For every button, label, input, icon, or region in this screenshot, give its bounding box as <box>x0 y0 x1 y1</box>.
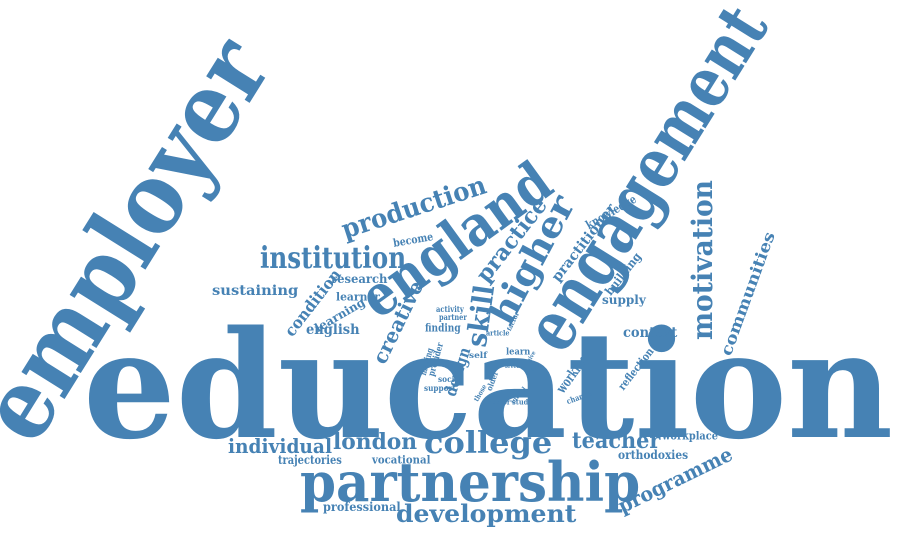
word-level: level <box>505 363 519 370</box>
word-supply: supply <box>602 293 646 307</box>
word-partner: partner <box>439 312 467 322</box>
word-vocational: vocational <box>372 453 431 467</box>
word-sector: sector <box>488 397 511 407</box>
word-learn: learn <box>506 347 531 358</box>
word-education: education <box>83 298 894 472</box>
word-trajectories: trajectories <box>278 453 342 467</box>
word-finding: finding <box>425 321 461 335</box>
word-college: college <box>424 426 553 461</box>
word-institution: institution <box>260 241 407 276</box>
word-self: self <box>469 350 488 360</box>
word-activity: activity <box>436 304 464 314</box>
word-teacher: teacher <box>572 428 661 454</box>
word-partnership: partnership <box>300 450 641 514</box>
word-article: article <box>486 328 510 338</box>
word-learner: learner <box>336 290 380 304</box>
word-professional: professional <box>323 500 401 514</box>
word-context: context <box>623 325 678 341</box>
word-research: research <box>331 272 388 286</box>
word-individual: individual <box>228 434 333 458</box>
word-study: study <box>512 397 533 407</box>
word-skill: skill <box>459 282 502 349</box>
word-english: english <box>306 322 360 338</box>
word-support: support <box>424 383 456 393</box>
word-motivation: motivation <box>686 180 719 340</box>
word-london: london <box>333 429 418 455</box>
word-workplace: workplace <box>662 429 718 443</box>
word-orthodoxies: orthodoxies <box>618 448 689 462</box>
word-social: social <box>438 374 462 384</box>
word-development: development <box>396 499 577 528</box>
word-sustaining: sustaining <box>212 283 299 299</box>
